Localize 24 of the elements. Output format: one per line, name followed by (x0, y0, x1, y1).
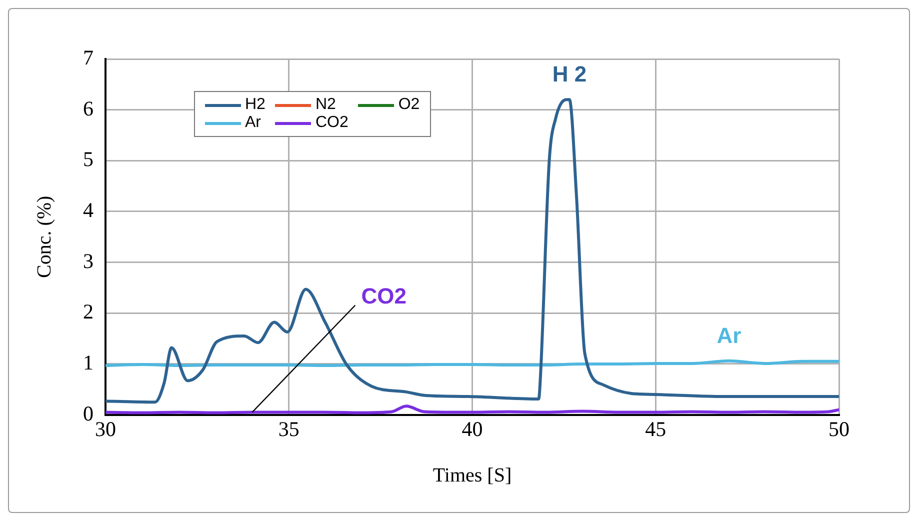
legend-label: O2 (398, 96, 420, 114)
x-tick-label: 35 (278, 416, 300, 441)
x-tick-label: 40 (462, 416, 483, 441)
y-tick-label: 4 (83, 198, 94, 222)
y-tick-label: 1 (83, 350, 94, 374)
y-tick-label: 5 (83, 147, 94, 172)
y-tick-label: 2 (83, 300, 94, 324)
annotation: CO2 (361, 283, 406, 308)
legend-label: CO2 (315, 114, 348, 132)
y-axis-title: Conc. (%) (33, 196, 56, 278)
x-tick-label: 50 (828, 416, 850, 441)
legend-label: Ar (245, 114, 261, 132)
x-axis-title: Times [S] (432, 464, 512, 486)
y-tick-label: 3 (83, 248, 94, 273)
legend-label: N2 (315, 96, 336, 114)
line-series (106, 98, 839, 404)
y-tick-label: 0 (83, 401, 94, 426)
y-tick-label: 6 (83, 96, 94, 120)
annotation: H 2 (552, 62, 587, 87)
legend-label: H2 (245, 96, 266, 114)
annotation: Ar (716, 322, 742, 348)
x-tick-label: 45 (645, 416, 666, 441)
y-tick-label: 7 (83, 46, 94, 70)
x-tick-label: 30 (95, 416, 116, 441)
